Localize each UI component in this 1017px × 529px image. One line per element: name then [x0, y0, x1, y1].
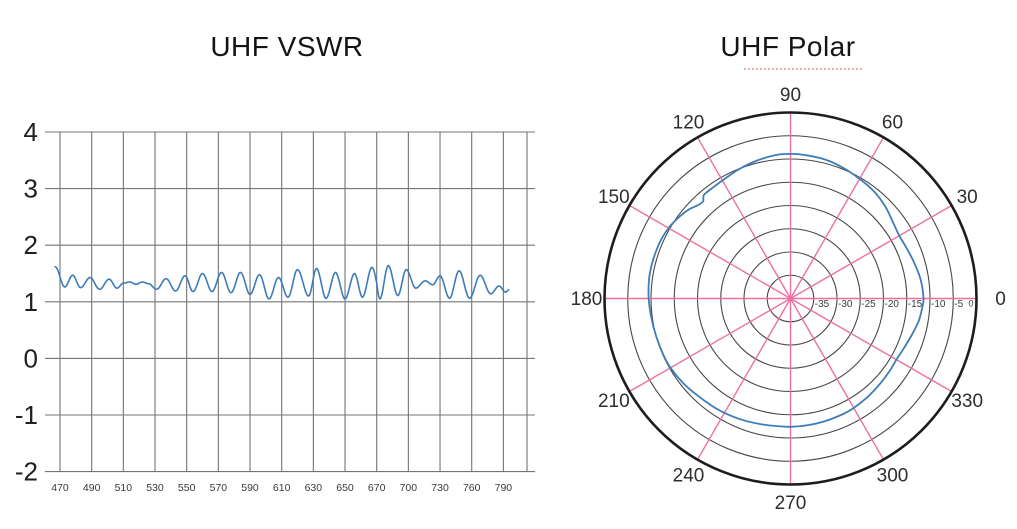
polar-angle-tick-label: 300	[877, 466, 909, 487]
polar-radial-tick-label: -25	[861, 299, 876, 310]
polar-angle-tick-label: 210	[598, 391, 630, 412]
polar-radial-tick-label: -30	[838, 299, 853, 310]
polar-radial-tick-label: -35	[815, 299, 830, 310]
vswr-chart-title: UHF VSWR	[210, 31, 364, 62]
polar-angle-tick-label: 330	[951, 391, 983, 412]
vswr-x-tick-label: 490	[83, 482, 101, 494]
vswr-y-tick-label: -1	[15, 400, 38, 430]
vswr-x-tick-label: 590	[241, 482, 259, 494]
vswr-y-tick-label: 0	[24, 343, 38, 373]
polar-radial-tick-label: -10	[931, 299, 946, 310]
polar-angle-tick-label: 90	[780, 85, 801, 106]
polar-radial-tick-label: -20	[885, 299, 900, 310]
vswr-x-tick-label: 610	[273, 482, 291, 494]
polar-spoke	[696, 298, 792, 460]
vswr-y-tick-label: 1	[24, 287, 38, 317]
vswr-x-tick-label: 700	[400, 482, 418, 494]
polar-spoke	[696, 137, 792, 299]
vswr-y-tick-label: -2	[15, 457, 38, 487]
polar-spoke	[629, 297, 791, 393]
polar-radial-tick-label: 0	[969, 299, 974, 309]
polar-angle-tick-label: 0	[995, 289, 1006, 310]
vswr-x-tick-label: 650	[336, 482, 354, 494]
vswr-x-tick-label: 670	[368, 482, 386, 494]
polar-spoke	[790, 204, 952, 300]
vswr-x-tick-label: 470	[51, 482, 69, 494]
polar-angle-tick-label: 30	[957, 187, 978, 208]
polar-outer-ring	[603, 111, 978, 486]
spellcheck-underline-icon	[744, 64, 862, 70]
polar-trace	[647, 153, 925, 428]
polar-angle-tick-label: 150	[598, 187, 630, 208]
vswr-y-tick-label: 2	[24, 230, 38, 260]
vswr-y-tick-label: 3	[24, 174, 38, 204]
vswr-trace	[54, 264, 510, 300]
vswr-x-tick-label: 550	[178, 482, 196, 494]
polar-chart-title: UHF Polar	[720, 31, 856, 62]
polar-spoke	[789, 298, 885, 460]
vswr-x-tick-label: 570	[210, 482, 228, 494]
polar-angle-tick-label: 240	[673, 466, 705, 487]
vswr-x-tick-label: 760	[463, 482, 481, 494]
polar-angle-tick-label: 270	[775, 493, 807, 514]
polar-radial-tick-label: -5	[954, 299, 963, 310]
polar-angle-tick-label: 60	[882, 112, 903, 133]
polar-spoke	[629, 204, 791, 300]
polar-angle-tick-label: 120	[673, 112, 705, 133]
vswr-x-tick-label: 630	[305, 482, 323, 494]
polar-radial-tick-label: -15	[908, 299, 923, 310]
vswr-x-tick-label: 730	[431, 482, 449, 494]
polar-spoke	[790, 297, 952, 393]
polar-spoke	[789, 137, 885, 299]
polar-angle-tick-label: 180	[571, 289, 603, 310]
vswr-y-tick-label: 4	[24, 117, 38, 147]
vswr-x-tick-label: 510	[115, 482, 133, 494]
vswr-x-tick-label: 790	[495, 482, 513, 494]
vswr-x-tick-label: 530	[146, 482, 164, 494]
